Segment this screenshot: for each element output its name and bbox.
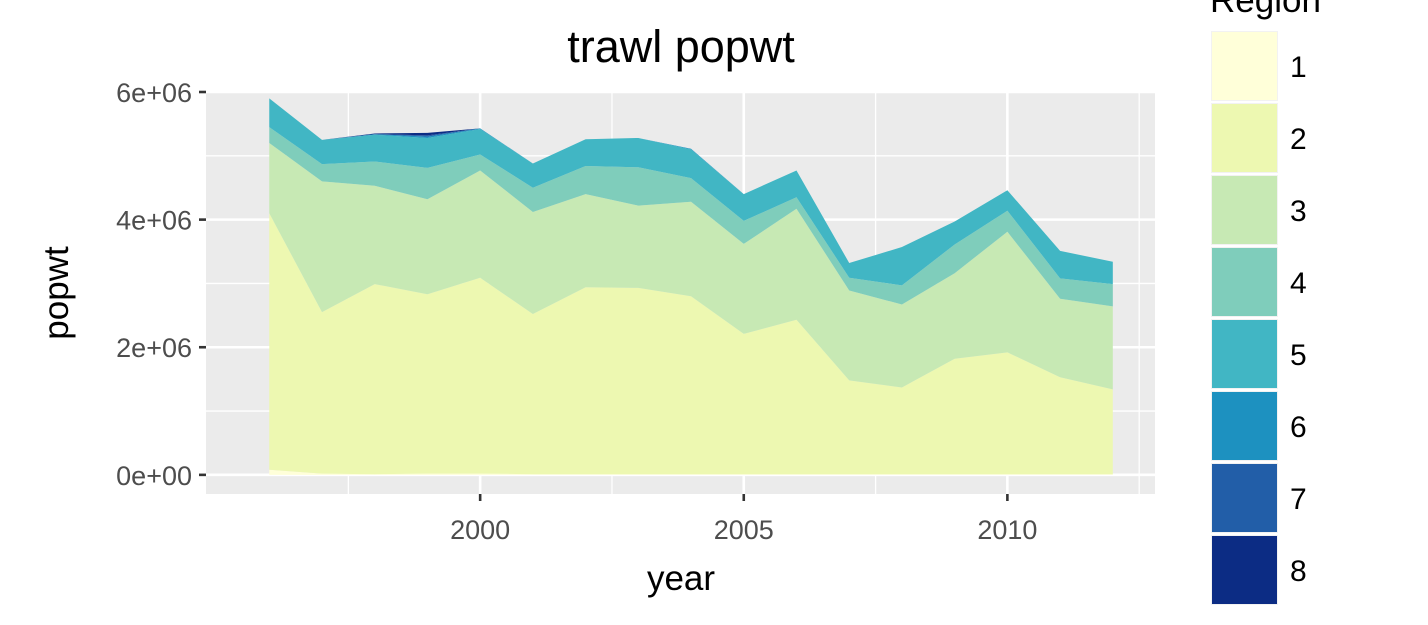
x-axis: 2000 2005 2010	[450, 494, 1037, 545]
x-tick-label: 2000	[450, 515, 510, 545]
legend-label-2: 2	[1290, 123, 1307, 156]
legend-label-4: 4	[1290, 267, 1307, 300]
area-region-2	[269, 213, 1113, 475]
legend-title: Region	[1210, 0, 1321, 20]
y-tick-label: 6e+06	[116, 78, 192, 108]
legend-swatch-3	[1212, 176, 1277, 244]
area-region-5	[269, 98, 1113, 286]
y-tick-label: 0e+00	[116, 461, 192, 491]
legend: Region 1 2 3 4 5 6 7 8	[1210, 0, 1321, 605]
y-tick-label: 2e+06	[116, 333, 192, 363]
area-region-3	[269, 143, 1113, 390]
y-tick-label: 4e+06	[116, 206, 192, 236]
legend-label-5: 5	[1290, 339, 1307, 372]
x-axis-title: year	[647, 559, 715, 598]
legend-swatch-1	[1212, 32, 1277, 100]
x-tick-label: 2010	[977, 515, 1037, 545]
legend-swatch-8	[1212, 536, 1277, 604]
legend-swatch-6	[1212, 392, 1277, 460]
legend-label-7: 7	[1290, 483, 1307, 516]
y-axis: 0e+00 2e+06 4e+06 6e+06	[116, 78, 206, 491]
legend-swatch-4	[1212, 248, 1277, 316]
area-layers	[269, 98, 1113, 475]
area-region-1	[269, 469, 1113, 475]
legend-swatch-7	[1212, 464, 1277, 532]
legend-swatch-5	[1212, 320, 1277, 388]
chart-title: trawl popwt	[567, 21, 795, 72]
legend-label-8: 8	[1290, 555, 1307, 588]
legend-label-6: 6	[1290, 411, 1307, 444]
legend-label-3: 3	[1290, 195, 1307, 228]
legend-label-1: 1	[1290, 51, 1307, 84]
y-axis-title: popwt	[37, 246, 76, 340]
x-tick-label: 2005	[714, 515, 774, 545]
legend-swatch-2	[1212, 104, 1277, 172]
